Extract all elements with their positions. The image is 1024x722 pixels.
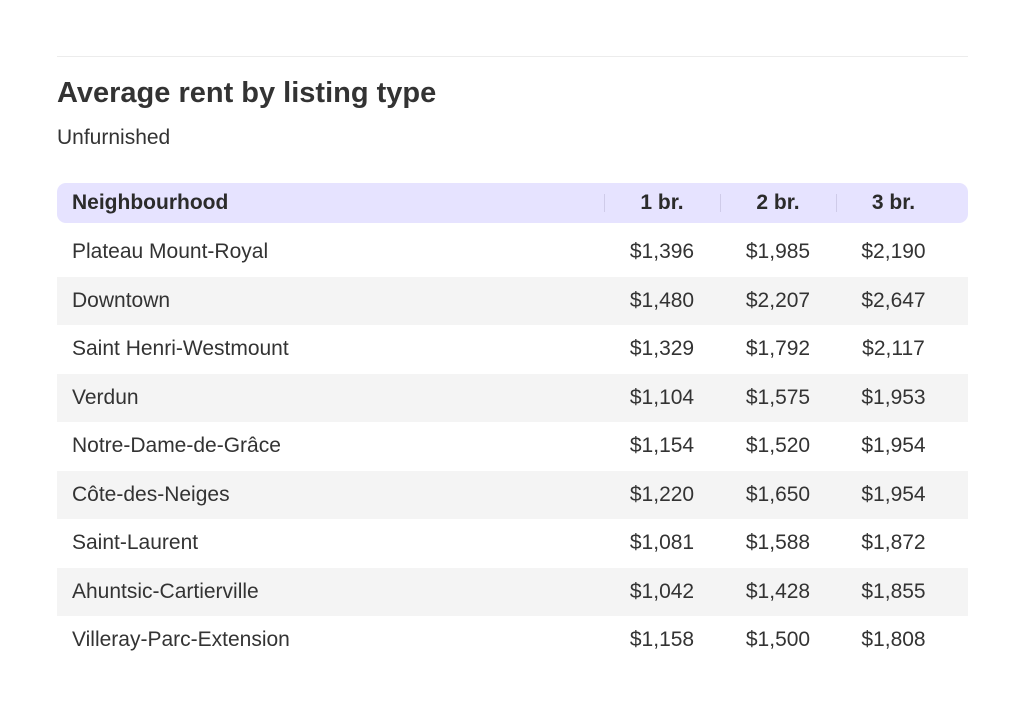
neighbourhood-cell: Verdun: [72, 385, 139, 409]
table-row: Côte-des-Neiges $1,220 $1,650 $1,954: [57, 470, 968, 519]
rent-3br-cell: $1,872: [861, 531, 926, 555]
rent-1br-cell: $1,480: [629, 288, 695, 312]
page-subtitle: Unfurnished: [57, 126, 171, 149]
table-row: Notre-Dame-de-Grâce $1,154 $1,520 $1,954: [57, 422, 968, 471]
table-row: Downtown $1,480 $2,207 $2,647: [57, 276, 968, 325]
neighbourhood-cell: Downtown: [72, 288, 171, 312]
table-header-row: Neighbourhood 1 br. 2 br. 3 br.: [57, 183, 968, 223]
page-title: Average rent by listing type: [57, 77, 437, 109]
rent-2br-cell: $1,520: [745, 434, 811, 458]
table-row: Villeray-Parc-Extension $1,158 $1,500 $1…: [57, 616, 968, 665]
rent-3br-cell: $1,954: [861, 482, 926, 506]
rent-2br-cell: $1,650: [745, 482, 811, 506]
neighbourhood-cell: Notre-Dame-de-Grâce: [72, 434, 281, 458]
column-header-3br: 3 br.: [836, 191, 951, 215]
rent-3br-cell: $1,808: [861, 628, 926, 652]
neighbourhood-cell: Villeray-Parc-Extension: [72, 628, 290, 652]
table-row: Ahuntsic-Cartierville $1,042 $1,428 $1,8…: [57, 567, 968, 616]
rent-2br-cell: $1,985: [745, 240, 811, 264]
rent-table: Neighbourhood 1 br. 2 br. 3 br. Plateau …: [57, 183, 968, 665]
rent-1br-cell: $1,329: [629, 337, 695, 361]
column-header-1br: 1 br.: [604, 191, 720, 215]
rent-2br-cell: $1,575: [745, 385, 811, 409]
rent-3br-cell: $2,190: [861, 240, 926, 264]
rent-3br-cell: $1,953: [861, 385, 926, 409]
rent-1br-cell: $1,081: [629, 531, 695, 555]
column-header-neighbourhood: Neighbourhood: [72, 191, 229, 214]
neighbourhood-cell: Ahuntsic-Cartierville: [72, 579, 259, 603]
table-row: Saint-Laurent $1,081 $1,588 $1,872: [57, 519, 968, 568]
rent-1br-cell: $1,220: [629, 482, 695, 506]
rent-2br-cell: $1,428: [745, 579, 811, 603]
rent-3br-cell: $2,117: [862, 337, 925, 361]
rent-2br-cell: $1,588: [745, 531, 811, 555]
table-row: Verdun $1,104 $1,575 $1,953: [57, 373, 968, 422]
rent-1br-cell: $1,154: [629, 434, 695, 458]
neighbourhood-cell: Saint-Laurent: [72, 531, 199, 555]
neighbourhood-cell: Plateau Mount-Royal: [72, 240, 269, 264]
table-row: Plateau Mount-Royal $1,396 $1,985 $2,190: [57, 228, 968, 277]
neighbourhood-cell: Saint Henri-Westmount: [72, 337, 289, 361]
rent-1br-cell: $1,396: [629, 240, 695, 264]
rent-3br-cell: $1,855: [861, 579, 926, 603]
top-divider: [57, 56, 968, 57]
rent-1br-cell: $1,104: [629, 385, 695, 409]
rent-2br-cell: $2,207: [745, 288, 811, 312]
column-header-2br: 2 br.: [720, 191, 836, 215]
rent-1br-cell: $1,042: [629, 579, 695, 603]
rent-2br-cell: $1,500: [745, 628, 811, 652]
rent-1br-cell: $1,158: [629, 628, 695, 652]
rent-3br-cell: $2,647: [861, 288, 926, 312]
table-row: Saint Henri-Westmount $1,329 $1,792 $2,1…: [57, 325, 968, 374]
neighbourhood-cell: Côte-des-Neiges: [72, 482, 230, 506]
rent-3br-cell: $1,954: [861, 434, 926, 458]
rent-2br-cell: $1,792: [745, 337, 811, 361]
